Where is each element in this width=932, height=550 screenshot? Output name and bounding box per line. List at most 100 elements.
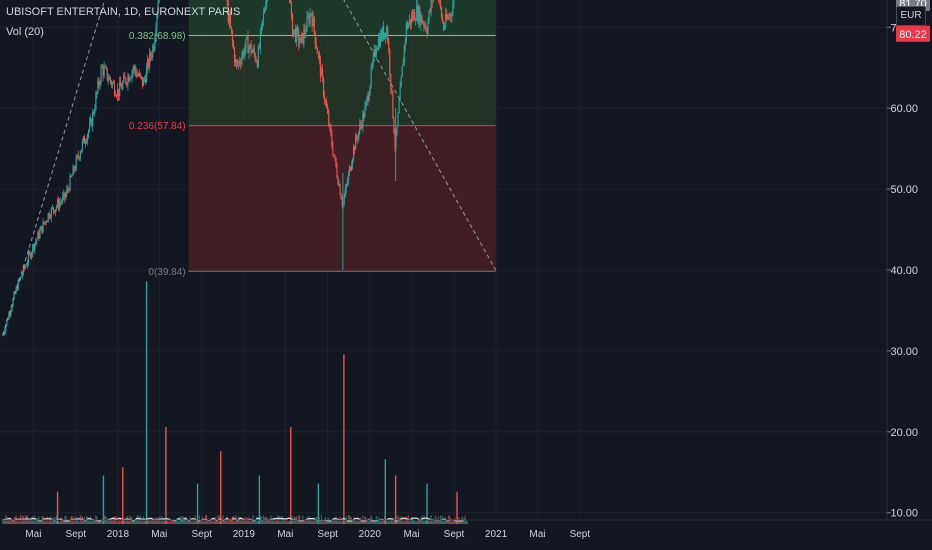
volume-bar [49, 517, 51, 525]
volume-bar [314, 519, 316, 525]
candle-body [148, 59, 150, 68]
candle-body [153, 45, 155, 51]
volume-bar [391, 517, 393, 525]
volume-bar [323, 518, 326, 525]
candle-body [106, 68, 108, 80]
volume-bar [240, 520, 242, 525]
volume-bar [59, 521, 61, 525]
candle-body [367, 96, 369, 101]
volume-bar [76, 517, 78, 525]
candle-body [418, 7, 420, 22]
candle-body [136, 74, 138, 77]
volume-bar [140, 520, 142, 525]
currency-badge[interactable]: EUR [896, 6, 926, 26]
volume-bar [288, 521, 290, 525]
candle-body [67, 188, 69, 190]
candle-body [240, 63, 242, 65]
candle-body [344, 188, 346, 197]
price-badge-label: 80.22 [899, 29, 927, 41]
trend-line [2, 0, 106, 335]
candle-body [75, 157, 77, 170]
candle-body [113, 82, 116, 95]
volume-bar [398, 518, 400, 525]
volume-bar [446, 519, 448, 525]
candle-body [4, 331, 6, 334]
volume-bar [214, 517, 216, 525]
volume-bar [11, 519, 13, 525]
candle-body [31, 252, 33, 258]
volume-bar [266, 517, 268, 525]
candle-body [124, 75, 126, 79]
volume-bar [114, 517, 117, 525]
candlestick-series [2, 0, 455, 337]
volume-bar [312, 521, 314, 525]
candle-body [94, 109, 96, 114]
volume-bar [361, 520, 363, 525]
candle-body [377, 38, 379, 49]
candle-body [447, 16, 449, 20]
volume-bar [440, 518, 443, 525]
volume-bar [101, 519, 103, 525]
volume-bar [424, 521, 426, 525]
volume-bar [211, 521, 213, 525]
candle-body [39, 230, 41, 238]
trend-lines[interactable] [0, 0, 887, 335]
volume-bar [330, 519, 332, 525]
volume-bar [10, 518, 12, 525]
volume-bar [284, 518, 286, 525]
volume-spike [317, 483, 320, 525]
candle-body [123, 75, 125, 83]
volume-bar [184, 517, 186, 525]
candle-body [374, 49, 376, 55]
volume-bar [336, 520, 338, 525]
volume-bar [13, 517, 15, 525]
candle-body [336, 166, 338, 178]
candle-body [359, 124, 361, 132]
symbol-title[interactable]: UBISOFT ENTERTAIN, 1D, EURONEXT PARIS [6, 6, 241, 18]
price-axis[interactable]: 130.00120.00110.00100.0090.0080.0070.006… [884, 0, 918, 520]
volume-bar [401, 517, 403, 525]
candle-body [243, 50, 245, 56]
candle-body [310, 13, 312, 15]
volume-bar [429, 518, 431, 525]
candle-body [44, 221, 46, 224]
candle-body [322, 78, 325, 96]
candle-body [131, 71, 133, 78]
fib-retracement[interactable]: 1(116.14)0.786(99.82)0.618(87.00)0.5(78.… [129, 0, 496, 278]
volume-bar [190, 518, 192, 525]
candle-body [387, 27, 389, 42]
candle-body [384, 32, 386, 39]
volume-bar [195, 520, 197, 525]
candle-body [317, 53, 319, 55]
volume-bar [178, 521, 180, 525]
volume-bar [412, 520, 415, 525]
candle-body [319, 58, 322, 77]
volume-bar [8, 518, 10, 525]
candle-body [305, 31, 307, 34]
candle-body [343, 196, 345, 204]
candle-body [301, 32, 303, 38]
candle-body [372, 55, 374, 65]
volume-bar [172, 518, 175, 525]
candle-body [425, 25, 427, 31]
candle-body [20, 276, 22, 278]
volume-bar [228, 521, 230, 525]
volume-bar [162, 520, 164, 525]
volume-indicator-label[interactable]: Vol (20) [6, 26, 44, 38]
volume-bar [119, 520, 121, 525]
volume-bar [418, 519, 420, 525]
price-tick-label: 20.00 [890, 427, 918, 439]
candle-body [347, 173, 349, 182]
volume-bar [233, 521, 236, 525]
candle-body [149, 52, 151, 68]
candle-body [380, 32, 383, 40]
candle-body [298, 31, 300, 44]
volume-bar [450, 519, 452, 525]
candle-body [428, 10, 430, 22]
time-axis[interactable]: Mai Sept 2018 Mai Sept 2019 Mai Sept 2020 Mai Sept… [0, 519, 932, 540]
volume-bar [438, 520, 441, 525]
volume-bar [436, 519, 438, 525]
candle-body [396, 126, 398, 135]
price-tick-label: 60.00 [890, 103, 918, 115]
